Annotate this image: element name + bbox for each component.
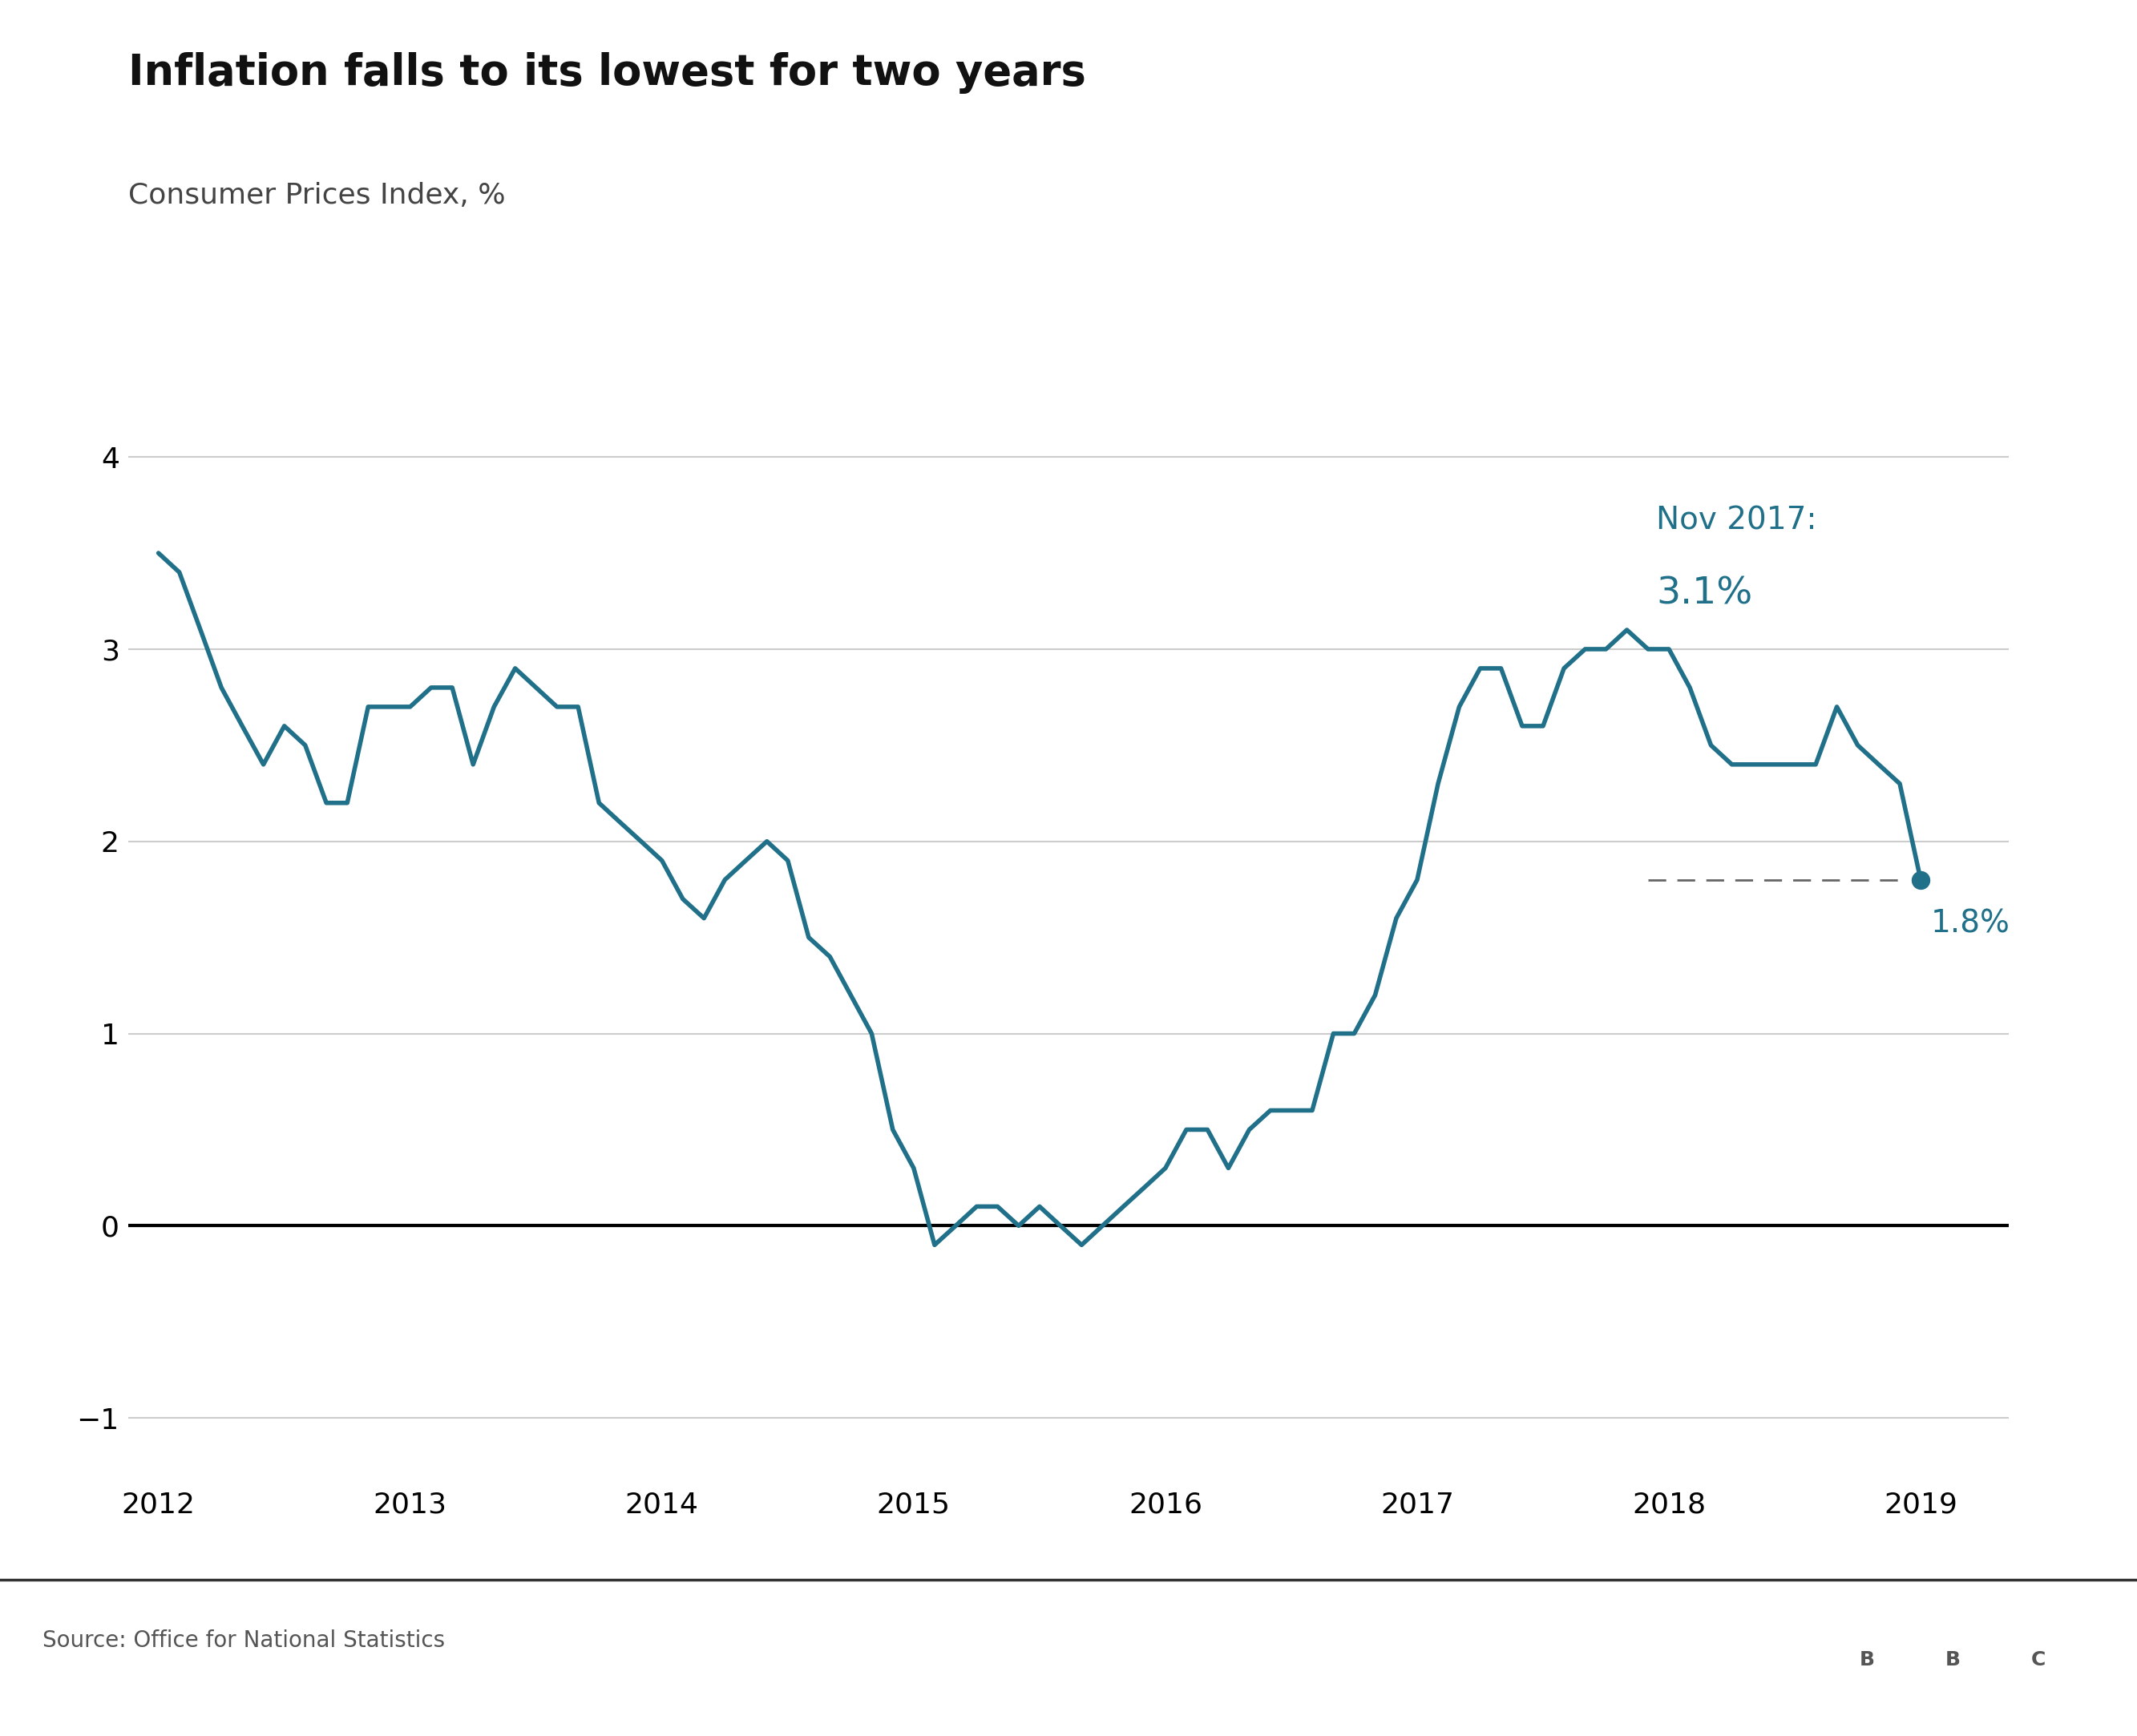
Bar [1915,1611,1990,1713]
Text: Consumer Prices Index, %: Consumer Prices Index, % [128,182,506,210]
Bar [2000,1611,2075,1713]
Point [1904,866,1938,894]
Bar [1829,1611,1904,1713]
Text: 1.8%: 1.8% [1930,908,2011,939]
Text: Nov 2017:: Nov 2017: [1656,505,1816,535]
Text: B: B [1945,1651,1960,1670]
Text: Source: Office for National Statistics: Source: Office for National Statistics [43,1630,444,1651]
Text: Inflation falls to its lowest for two years: Inflation falls to its lowest for two ye… [128,52,1086,94]
Text: C: C [2030,1651,2045,1670]
Text: B: B [1859,1651,1874,1670]
Text: 3.1%: 3.1% [1656,576,1752,613]
